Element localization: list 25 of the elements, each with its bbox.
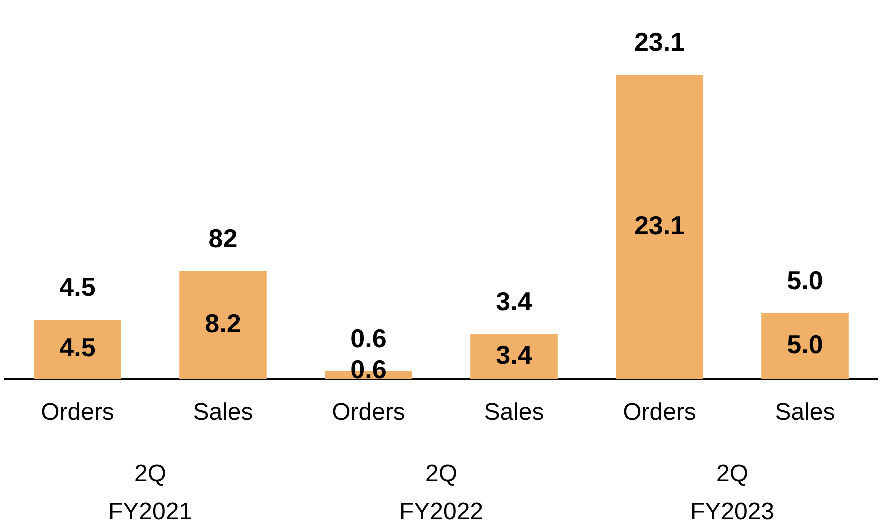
text: 2Q FY2022: [399, 460, 484, 526]
annotation: 82: [208, 223, 238, 254]
x-tick-label: Sales: [193, 399, 254, 426]
text: 23.1: [634, 27, 686, 58]
data-label: 23.1: [634, 210, 686, 240]
x-tick-label: Orders: [41, 399, 114, 426]
bar: [616, 75, 704, 380]
data-label: 5.0: [787, 329, 824, 360]
annotation: 4.5: [60, 272, 96, 302]
bar: [762, 313, 849, 380]
x-tick-label: Orders: [332, 399, 406, 426]
x-tick-label: Orders: [623, 399, 696, 426]
x-tick-label: Sales: [775, 399, 836, 426]
text: 2Q FY2021: [108, 460, 193, 526]
bar: [470, 334, 558, 380]
bar: [34, 320, 122, 380]
annotation: 3.4: [496, 286, 533, 317]
x-tick-label: Sales: [484, 399, 544, 426]
data-label: 8.2: [205, 308, 242, 338]
text: 2Q FY2023: [690, 460, 775, 526]
data-label: 4.5: [60, 332, 96, 363]
annotation: 5.0: [787, 266, 824, 296]
bar: [180, 271, 267, 380]
annotation: 0.6: [350, 323, 387, 354]
data-label: 3.4: [496, 340, 533, 370]
